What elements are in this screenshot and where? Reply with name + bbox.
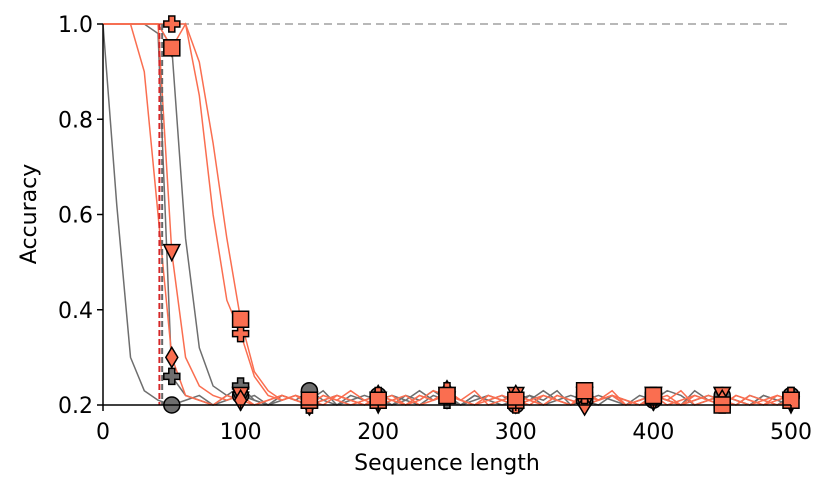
marker <box>644 386 663 405</box>
marker <box>438 386 456 405</box>
series-line <box>103 23 792 406</box>
y-tick-label: 0.8 <box>58 108 93 133</box>
marker <box>163 367 181 386</box>
x-axis-label: Sequence length <box>354 451 540 476</box>
y-tick-label: 0.6 <box>58 204 93 229</box>
series-line <box>103 22 792 406</box>
marker <box>782 391 800 409</box>
y-axis-label: Accuracy <box>17 164 42 264</box>
series-line <box>103 23 792 406</box>
marker <box>231 324 250 343</box>
x-tick-label: 300 <box>495 420 537 445</box>
y-tick-label: 1.0 <box>58 13 93 38</box>
series-line <box>103 23 792 406</box>
marker <box>300 391 319 409</box>
marker <box>575 381 594 400</box>
series-line <box>102 23 792 406</box>
x-tick-label: 200 <box>357 420 399 445</box>
marker <box>162 243 182 263</box>
marker <box>369 391 387 409</box>
series-line <box>103 23 792 406</box>
marker <box>163 15 181 33</box>
marker <box>163 39 181 57</box>
x-tick-label: 500 <box>770 420 812 445</box>
x-tick-label: 100 <box>220 420 262 445</box>
marker <box>164 345 179 369</box>
y-tick-label: 0.2 <box>58 394 93 419</box>
marker <box>231 310 250 329</box>
series-line <box>103 23 792 406</box>
x-tick-label: 400 <box>632 420 674 445</box>
x-tick-label: 0 <box>96 420 110 445</box>
y-tick-label: 0.4 <box>58 299 93 324</box>
marker <box>507 391 525 409</box>
